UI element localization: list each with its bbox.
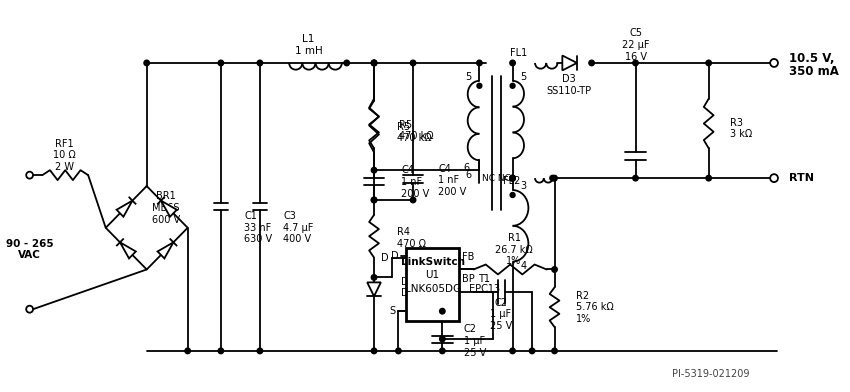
- Circle shape: [439, 309, 445, 314]
- Circle shape: [706, 175, 711, 181]
- Text: 10.5 V,: 10.5 V,: [789, 53, 834, 65]
- Circle shape: [552, 267, 558, 272]
- Circle shape: [477, 60, 482, 66]
- Bar: [406, 248, 459, 321]
- Circle shape: [258, 60, 263, 66]
- Text: FL2: FL2: [503, 176, 520, 186]
- Text: R5
470 kΩ: R5 470 kΩ: [400, 120, 434, 141]
- Circle shape: [371, 60, 377, 66]
- Circle shape: [439, 336, 445, 342]
- Circle shape: [510, 83, 515, 88]
- Text: R1
26.7 kΩ
1%: R1 26.7 kΩ 1%: [496, 233, 533, 266]
- Circle shape: [258, 348, 263, 354]
- Text: NC NC: NC NC: [482, 174, 511, 183]
- Circle shape: [510, 192, 515, 198]
- Text: LinkSwitch: LinkSwitch: [400, 256, 465, 267]
- Text: FB: FB: [462, 252, 474, 261]
- Text: BR1
MB6S
600 V: BR1 MB6S 600 V: [152, 191, 180, 225]
- Circle shape: [632, 175, 638, 181]
- Text: LNK605DG: LNK605DG: [405, 284, 461, 294]
- Text: R2
5.76 kΩ
1%: R2 5.76 kΩ 1%: [576, 290, 614, 324]
- Circle shape: [344, 60, 349, 66]
- Circle shape: [26, 306, 33, 313]
- Text: R3
3 kΩ: R3 3 kΩ: [730, 118, 752, 139]
- Circle shape: [396, 348, 401, 354]
- Text: C2
1 μF
25 V: C2 1 μF 25 V: [464, 324, 486, 358]
- Circle shape: [371, 275, 377, 280]
- Circle shape: [632, 60, 638, 66]
- Circle shape: [371, 197, 377, 203]
- Circle shape: [552, 348, 558, 354]
- Text: D3
SS110-TP: D3 SS110-TP: [547, 74, 592, 96]
- Text: 90 - 265
VAC: 90 - 265 VAC: [6, 239, 54, 260]
- Circle shape: [218, 60, 224, 66]
- Text: D: D: [391, 250, 399, 261]
- Circle shape: [26, 172, 33, 179]
- Text: C2
1 μF
25 V: C2 1 μF 25 V: [490, 298, 512, 331]
- Text: R4
470 Ω: R4 470 Ω: [398, 227, 427, 249]
- Text: 4: 4: [520, 261, 526, 270]
- Text: FL1: FL1: [510, 48, 528, 58]
- Text: 3: 3: [520, 181, 526, 191]
- Circle shape: [510, 175, 515, 181]
- Text: RTN: RTN: [789, 173, 813, 183]
- Circle shape: [530, 348, 535, 354]
- Circle shape: [706, 60, 711, 66]
- Polygon shape: [116, 201, 133, 217]
- Circle shape: [439, 348, 445, 354]
- Polygon shape: [120, 242, 136, 258]
- Circle shape: [510, 175, 515, 181]
- Text: 5: 5: [520, 72, 527, 82]
- Text: RF1
10 Ω
2 W: RF1 10 Ω 2 W: [54, 139, 76, 172]
- Circle shape: [550, 175, 555, 181]
- Text: D: D: [381, 252, 388, 263]
- Circle shape: [552, 175, 558, 181]
- Text: S: S: [389, 306, 395, 316]
- Circle shape: [510, 175, 515, 181]
- Text: 5: 5: [465, 72, 472, 82]
- Circle shape: [477, 83, 482, 88]
- Circle shape: [371, 167, 377, 173]
- Circle shape: [510, 348, 515, 354]
- Circle shape: [770, 174, 778, 182]
- Text: PI-5319-021209: PI-5319-021209: [672, 369, 749, 379]
- Polygon shape: [367, 282, 381, 296]
- Text: L1
1 mH: L1 1 mH: [295, 34, 322, 56]
- Polygon shape: [157, 242, 173, 258]
- Text: C3
4.7 μF
400 V: C3 4.7 μF 400 V: [283, 211, 314, 244]
- Circle shape: [510, 60, 515, 66]
- Circle shape: [589, 60, 594, 66]
- Polygon shape: [161, 201, 177, 217]
- Circle shape: [371, 197, 377, 203]
- Circle shape: [770, 59, 778, 67]
- Text: BP: BP: [462, 274, 474, 284]
- Text: D2
DL4005: D2 DL4005: [401, 276, 439, 298]
- Text: 6: 6: [463, 163, 470, 173]
- Text: 6: 6: [466, 170, 472, 180]
- Text: R5
470 kΩ: R5 470 kΩ: [398, 122, 432, 143]
- Text: C1
33 nF
630 V: C1 33 nF 630 V: [244, 211, 272, 244]
- Text: U1: U1: [426, 270, 439, 280]
- Text: 350 mA: 350 mA: [789, 65, 839, 78]
- Circle shape: [144, 60, 150, 66]
- Circle shape: [411, 197, 416, 203]
- Polygon shape: [563, 56, 577, 71]
- Circle shape: [185, 348, 190, 354]
- Circle shape: [371, 60, 377, 66]
- Text: EPC13: EPC13: [468, 284, 500, 294]
- Text: C5
22 μF
16 V: C5 22 μF 16 V: [621, 29, 649, 62]
- Text: C4
1 nF
200 V: C4 1 nF 200 V: [401, 165, 429, 199]
- Text: T1: T1: [479, 274, 490, 285]
- Circle shape: [371, 348, 377, 354]
- Text: C4
1 nF
200 V: C4 1 nF 200 V: [439, 163, 467, 197]
- Circle shape: [371, 60, 377, 66]
- Circle shape: [411, 60, 416, 66]
- Circle shape: [218, 348, 224, 354]
